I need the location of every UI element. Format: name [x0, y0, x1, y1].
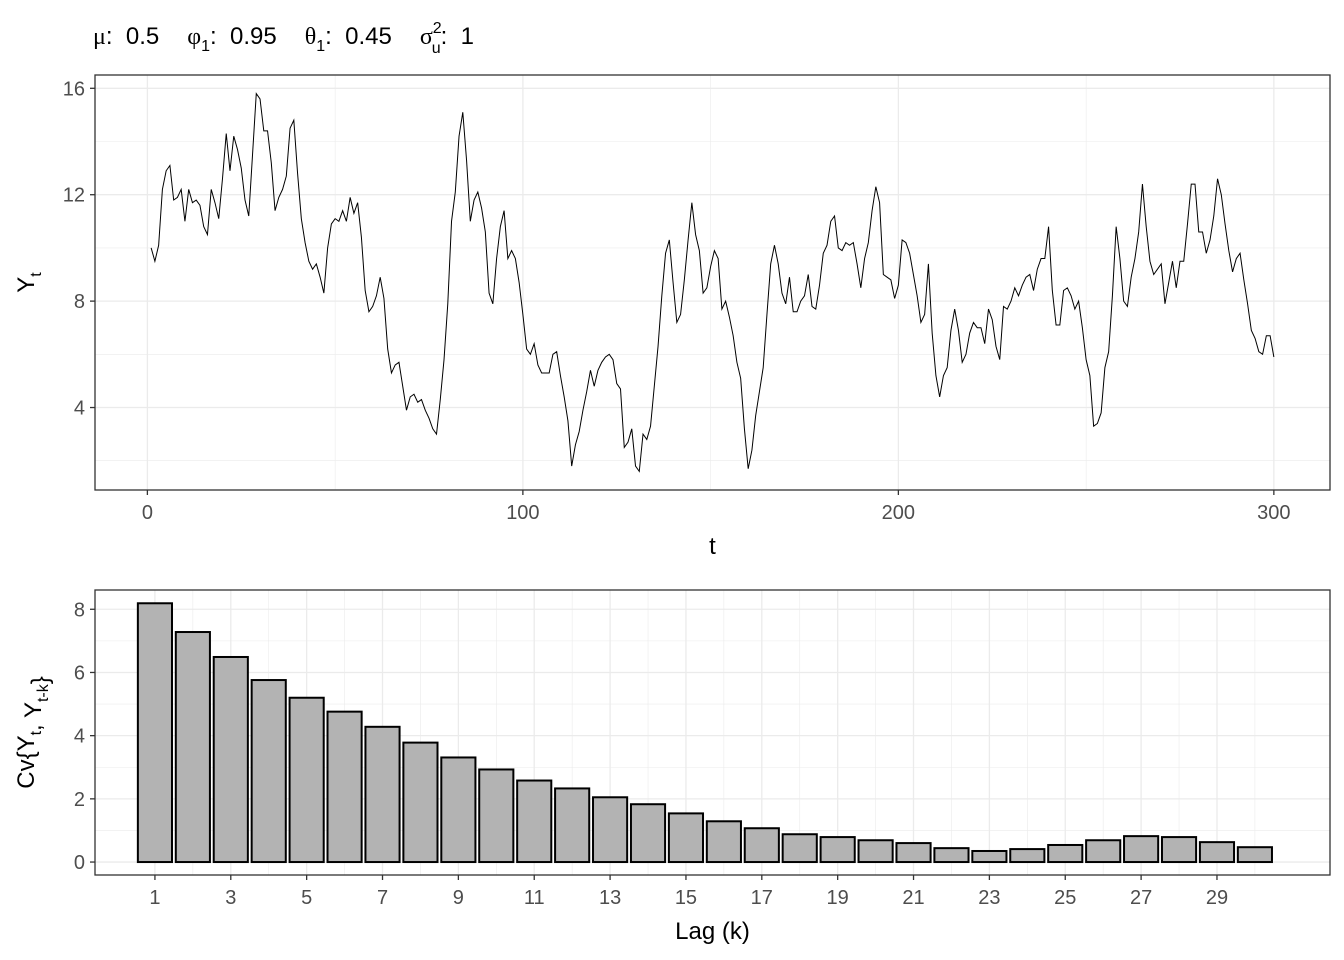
bar — [212, 655, 249, 864]
title-subscript: 1 — [201, 38, 210, 55]
bar — [250, 679, 287, 864]
y-tick-label: 0 — [74, 852, 85, 874]
y-tick-label: 8 — [74, 599, 85, 621]
x-tick-label: 5 — [301, 887, 312, 909]
bar — [402, 741, 439, 864]
x-tick-label: 200 — [882, 502, 915, 524]
bar — [667, 812, 705, 864]
label-text: Cv{Y — [13, 735, 40, 788]
x-tick-label: 17 — [751, 887, 773, 909]
x-tick-label: 3 — [225, 887, 236, 909]
panel-border — [94, 74, 1331, 491]
bar — [971, 849, 1008, 864]
x-tick-label: 1 — [149, 887, 160, 909]
bar — [933, 847, 970, 864]
bar — [1236, 846, 1273, 864]
bar — [136, 602, 173, 864]
title-subscript: 1 — [316, 38, 325, 55]
y-tick-label: 8 — [74, 291, 85, 313]
x-tick-label: 13 — [599, 887, 621, 909]
x-tick-label: 29 — [1206, 887, 1228, 909]
x-tick-label: 15 — [675, 887, 697, 909]
label-text: Y — [13, 277, 40, 293]
y-tick-label: 6 — [74, 662, 85, 684]
y-tick-label: 12 — [63, 185, 85, 207]
title-text: : 1 — [441, 23, 474, 50]
chart-title: μ: 0.5 φ1: 0.95 θ1: 0.45 σ2 u: 1 — [93, 20, 474, 57]
panel — [95, 75, 1330, 490]
bar — [705, 820, 742, 864]
x-tick-label: 19 — [827, 887, 849, 909]
bar — [478, 768, 515, 864]
y-tick-label: 16 — [63, 78, 85, 100]
title-symbol: φ — [187, 24, 201, 50]
x-tick-label: 0 — [142, 502, 153, 524]
label-subscript: t — [28, 272, 45, 277]
bar — [895, 842, 932, 864]
title-text: : 0.95 — [210, 23, 277, 50]
title-symbol: σ — [420, 24, 433, 50]
title-symbol: μ — [93, 24, 106, 50]
x-axis-title: Lag (k) — [675, 918, 750, 945]
y-tick-label: 4 — [74, 398, 85, 420]
title-subscript: u — [432, 40, 441, 57]
bar — [743, 827, 780, 864]
bar — [1047, 843, 1084, 864]
bar — [592, 796, 629, 864]
series-line — [150, 92, 1275, 473]
x-tick-label: 100 — [506, 502, 539, 524]
label-subscript: t — [28, 730, 45, 735]
bar — [1009, 848, 1046, 864]
y-tick-label: 4 — [74, 726, 85, 748]
x-tick-label: 27 — [1130, 887, 1152, 909]
bar — [781, 833, 818, 864]
x-tick-label: 11 — [524, 887, 545, 909]
bar — [819, 836, 856, 864]
title-superscript: 2 — [433, 20, 442, 37]
bar — [174, 631, 211, 864]
bar — [326, 710, 363, 864]
bar — [1160, 836, 1198, 864]
x-tick-label: 300 — [1257, 502, 1290, 524]
x-tick-label: 23 — [978, 887, 1000, 909]
x-tick-label: 25 — [1054, 887, 1076, 909]
title-symbol: θ — [305, 24, 317, 50]
title-text: : 0.5 — [106, 23, 159, 50]
y-axis-title: Yt — [13, 272, 45, 293]
y-axis-title: Cv{Yt, Yt-k} — [13, 676, 54, 789]
bar — [857, 839, 894, 864]
bar — [440, 756, 477, 864]
panel-border — [94, 589, 1331, 876]
x-tick-label: 7 — [377, 887, 388, 909]
y-tick-label: 2 — [74, 789, 85, 811]
label-text: , Y — [20, 702, 47, 731]
bar — [629, 803, 667, 864]
bar — [288, 696, 325, 864]
bar — [1198, 841, 1236, 864]
bar — [516, 779, 553, 864]
label-text: } — [27, 676, 54, 684]
bar — [364, 725, 401, 864]
x-axis-title: t — [709, 533, 716, 560]
x-tick-label: 21 — [902, 887, 924, 909]
bar — [1123, 835, 1160, 864]
bar — [554, 787, 591, 864]
label-subscript: t-k — [35, 683, 52, 702]
x-tick-label: 9 — [453, 887, 464, 909]
bar — [1085, 839, 1122, 864]
title-text: : 0.45 — [325, 23, 392, 50]
